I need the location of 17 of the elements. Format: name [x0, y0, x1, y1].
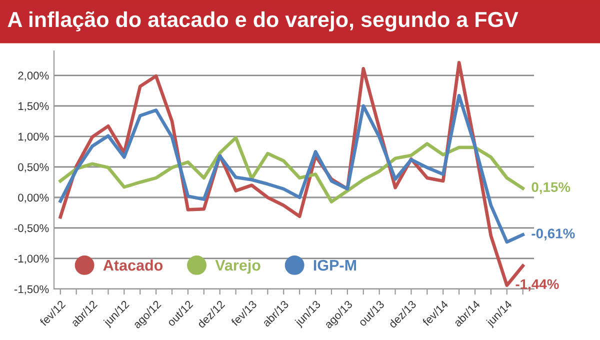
y-tick-label: -0,50% [14, 224, 49, 234]
legend-label: IGP-M [314, 260, 356, 271]
data-label: 0,15% [532, 182, 570, 194]
legend-label: Atacado [103, 259, 163, 271]
y-tick-label: 0,00% [18, 194, 49, 203]
chart-title: A inflação do atacado e do varejo, segundo a FGV [8, 11, 518, 32]
y-tick-label: 2,00% [18, 72, 49, 81]
y-tick-label: -1,00% [14, 254, 49, 264]
y-tick-label: 1,00% [18, 132, 49, 142]
legend-label: Varejo [215, 259, 260, 274]
y-tick-label: -1,50% [14, 285, 49, 294]
line-series [58, 136, 525, 204]
line-series [58, 94, 525, 244]
y-tick-label: 1,50% [18, 102, 49, 112]
data-label: -1,44% [516, 279, 559, 292]
data-label: -0,61% [532, 228, 575, 240]
y-tick-label: 0,50% [18, 163, 49, 172]
